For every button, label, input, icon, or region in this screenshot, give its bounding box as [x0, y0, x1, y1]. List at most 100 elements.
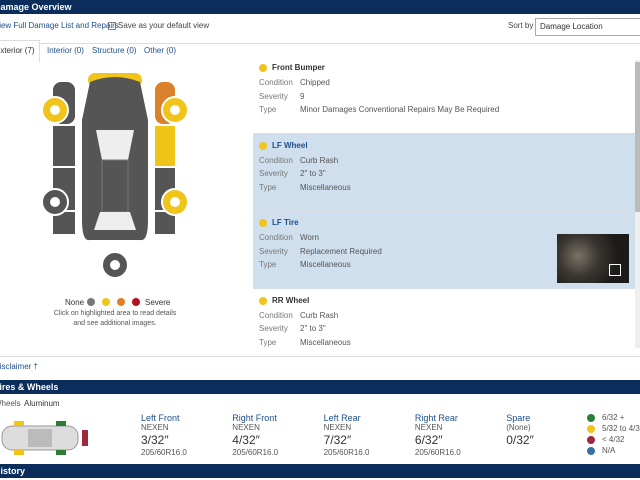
field-label: Condition — [259, 78, 293, 87]
field-value: Curb Rash — [300, 310, 339, 320]
damage-name: LF Tire — [272, 218, 299, 227]
tire-lf — [14, 421, 24, 426]
legend-dot — [87, 298, 95, 306]
tire-legend: < 4/32 — [602, 435, 625, 444]
hub — [110, 260, 120, 270]
checkbox[interactable] — [108, 22, 116, 30]
history-title: History — [0, 466, 26, 476]
tire-depth: 6/32″ — [414, 433, 443, 447]
field-label: Condition — [259, 310, 293, 320]
wheels-label: Wheels — [0, 399, 21, 408]
field-label: Type — [259, 260, 277, 269]
tire-depth: 4/32″ — [232, 433, 260, 447]
field-label: Severity — [259, 324, 288, 333]
field-label: Type — [259, 105, 277, 114]
field-value: Minor Damages Conventional Repairs May B… — [300, 105, 500, 114]
full-list-link[interactable]: View Full Damage List and Repairs — [0, 21, 119, 30]
severity-dot — [259, 64, 267, 72]
rf-door[interactable] — [155, 126, 175, 166]
severity-dot — [259, 296, 267, 305]
tires-bar — [0, 380, 640, 394]
tire-position: Right Front — [232, 413, 277, 423]
sort-select[interactable] — [535, 18, 640, 36]
hub — [50, 105, 60, 115]
field-value: Worn — [300, 233, 319, 242]
field-value: Miscellaneous — [300, 260, 351, 269]
damage-name: Front Bumper — [272, 63, 325, 72]
tire-spare — [82, 430, 88, 446]
hub — [170, 105, 180, 115]
disclaimer[interactable]: Disclaimer † — [0, 362, 39, 371]
tire-brand: NEXEN — [414, 423, 443, 432]
legend-dot — [587, 414, 595, 422]
tab[interactable]: Exterior (7) — [0, 46, 35, 55]
sort-value: Damage Location — [540, 22, 603, 31]
header-bar — [0, 0, 640, 14]
tire-rr — [56, 450, 66, 455]
scrollbar — [635, 60, 640, 348]
tire-size: 205/60R16.0 — [141, 448, 187, 457]
tire-depth: 0/32″ — [506, 433, 534, 447]
field-label: Severity — [259, 91, 288, 101]
hub — [170, 197, 180, 207]
field-value: Miscellaneous — [300, 182, 351, 192]
tire-size: 205/60R16.0 — [232, 448, 279, 457]
legend-dot — [102, 298, 110, 306]
car-diagram — [41, 73, 189, 306]
tab[interactable]: Structure (0) — [92, 46, 137, 55]
lr-quarter[interactable] — [53, 212, 75, 234]
tires-title: Tires & Wheels — [0, 382, 59, 392]
history-bar — [0, 464, 640, 478]
legend-dot — [587, 447, 595, 455]
damage-item[interactable]: LF Wheel Condition Curb Rash Severity 2" to … — [253, 132, 635, 211]
legend-dot — [587, 436, 595, 444]
tab[interactable]: Interior (0) — [47, 46, 84, 55]
car-roof — [28, 429, 52, 447]
legend-dot — [587, 425, 595, 433]
checkbox-label: Save as your default view — [118, 21, 210, 30]
damage-item[interactable]: Front Bumper Condition Chipped Severity 9 Typ… — [253, 60, 635, 133]
legend-dot — [117, 298, 125, 306]
header-title: Damage Overview — [0, 2, 72, 12]
tire-legend: 5/32 to 4/32 — [602, 424, 640, 433]
tire-legend: 6/32 + — [602, 413, 625, 422]
severity-dot — [259, 219, 267, 227]
sort-label: Sort by — [508, 21, 534, 30]
tire-brand: NEXEN — [232, 423, 260, 432]
windshield — [96, 130, 134, 160]
damage-item[interactable]: RR Wheel Condition Curb Rash Severity 2" to … — [253, 287, 635, 348]
damage-photo[interactable] — [557, 234, 629, 283]
severity-dot — [259, 141, 267, 150]
field-value: Replacement Required — [300, 246, 382, 256]
tire-size: 205/60R16.0 — [414, 448, 461, 457]
tab-line — [0, 43, 640, 44]
wheels-value: Aluminum — [24, 399, 60, 408]
legend-note: and see additional images. — [73, 320, 157, 327]
tire-brand: NEXEN — [141, 423, 169, 432]
rr-quarter[interactable] — [155, 212, 175, 234]
legend-severe: Severe — [145, 298, 171, 307]
tab[interactable]: Other (0) — [144, 46, 177, 55]
tire-lr — [56, 421, 66, 426]
field-value: 2" to 3" — [300, 324, 326, 333]
scroll-thumb — [635, 62, 640, 212]
tire-depth: 7/32″ — [323, 433, 352, 447]
tire-brand: (None) — [506, 423, 531, 432]
field-label: Type — [259, 182, 277, 192]
field-label: Severity — [259, 246, 288, 256]
tire-rf — [14, 450, 24, 455]
tire-legend-dots — [587, 414, 595, 455]
field-label: Condition — [259, 155, 293, 165]
tire-position: Left Rear — [323, 413, 361, 423]
hub — [50, 197, 60, 207]
legend-note: Click on highlighted area to read detail… — [53, 310, 177, 317]
field-value: Miscellaneous — [300, 337, 351, 347]
lf-door[interactable] — [53, 126, 75, 166]
legend-dot — [132, 298, 140, 306]
damage-item[interactable]: LF Tire Condition Worn Severity Replacement … — [253, 210, 635, 288]
field-value: Chipped — [300, 78, 330, 87]
active-tab[interactable] — [0, 40, 40, 63]
tire-position: Spare — [506, 413, 531, 423]
damage-name: LF Wheel — [272, 140, 308, 150]
